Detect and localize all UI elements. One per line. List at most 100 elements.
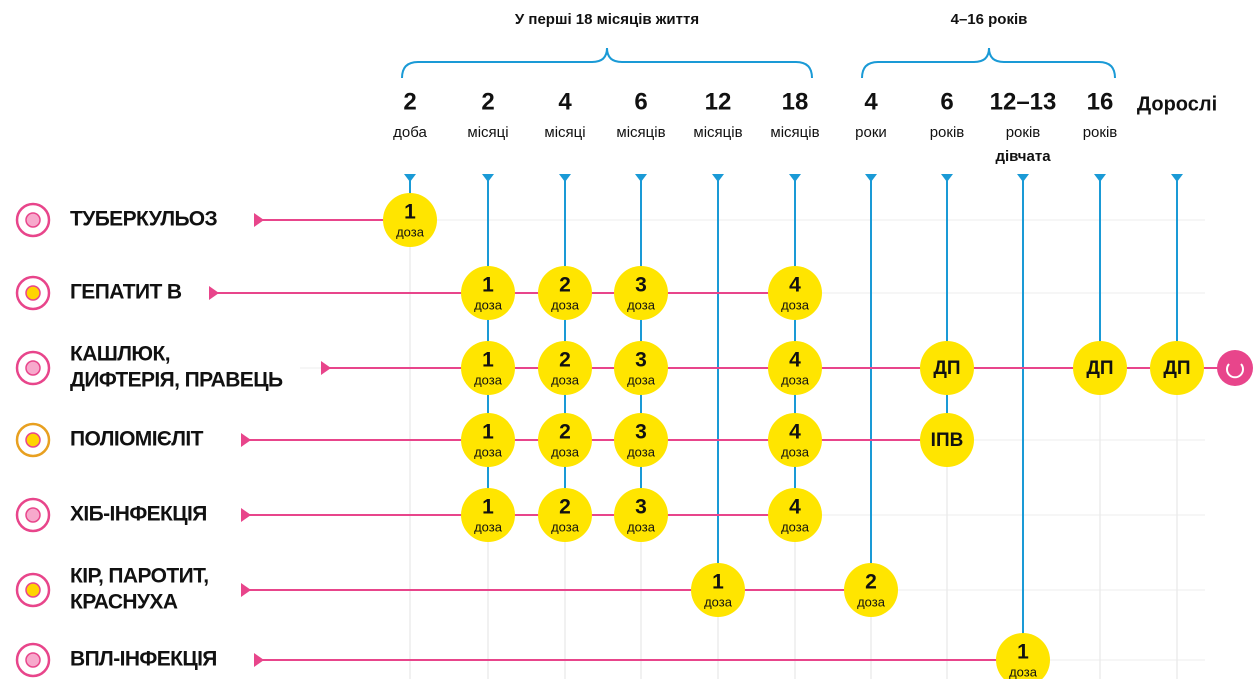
disease-name: ХІБ-ІНФЕКЦІЯ [70,503,207,526]
disease-icon [17,644,49,676]
column-marker [1171,174,1183,182]
disease-icon [17,499,49,531]
column-number: 4 [864,88,878,115]
dose-number: 1 [482,349,494,372]
dose-label: доза [781,444,810,459]
disease-icon [17,277,49,309]
dose-label: доза [474,297,503,312]
schedule-arrow [321,361,331,375]
column-marker [635,174,647,182]
column-number: Дорослі [1137,93,1217,115]
dose-number: 2 [559,274,571,297]
dose-number: 4 [789,496,801,519]
dose-number: 1 [482,274,494,297]
dose-number: 1 [404,201,416,224]
icon-core [26,286,40,300]
column-number: 4 [558,88,572,115]
column-unit: років [1083,124,1118,141]
column-marker [482,174,494,182]
icon-core [26,433,40,447]
column-number: 12–13 [990,88,1057,115]
schedule-arrow [209,286,219,300]
dose-number: 3 [635,274,647,297]
dose-label: доза [627,297,656,312]
schedule-arrow [254,213,264,227]
icon-core [26,213,40,227]
dose-label: ІПВ [931,430,964,451]
dose-number: 1 [482,496,494,519]
dose-number: 2 [559,349,571,372]
disease-name: ВПЛ-ІНФЕКЦІЯ [70,648,217,671]
dose-label: доза [551,372,580,387]
repeat-icon [1217,350,1253,386]
column-number: 12 [705,88,732,115]
schedule-arrow [241,508,251,522]
dose-label: доза [627,444,656,459]
dose-label: доза [551,519,580,534]
schedule-arrow [254,653,264,667]
dose-number: 3 [635,349,647,372]
dose-label: доза [704,594,733,609]
column-marker [941,174,953,182]
dose-number: 4 [789,349,801,372]
icon-core [26,653,40,667]
dose-label: доза [781,297,810,312]
dose-number: 1 [712,571,724,594]
dose-label: доза [627,372,656,387]
dose-label: доза [857,594,886,609]
dose-label: ДП [933,358,960,379]
column-number: 6 [940,88,953,115]
disease-name: ГЕПАТИТ В [70,281,182,304]
disease-name: КРАСНУХА [70,591,178,614]
dose-label: доза [551,297,580,312]
column-marker [1017,174,1029,182]
dose-label: доза [474,444,503,459]
dose-label: доза [627,519,656,534]
icon-core [26,583,40,597]
column-unit: місяців [693,124,742,141]
group-label: У перші 18 місяців життя [515,11,699,28]
schedule-arrow [241,433,251,447]
column-unit: років [1006,124,1041,141]
dose-number: 2 [559,421,571,444]
column-number: 18 [782,88,809,115]
column-number: 2 [481,88,494,115]
column-unit: місяці [544,124,585,141]
schedule-arrow [241,583,251,597]
column-unit: місяців [770,124,819,141]
column-number: 16 [1087,88,1114,115]
disease-icon [17,424,49,456]
icon-core [26,361,40,375]
group-label: 4–16 років [951,11,1028,28]
disease-name: КАШЛЮК, [70,343,170,366]
dose-label: доза [396,224,425,239]
column-unit: місяці [467,124,508,141]
disease-icon [17,204,49,236]
dose-label: доза [781,372,810,387]
column-unit: роки [855,124,887,141]
column-unit: місяців [616,124,665,141]
dose-number: 1 [1017,641,1029,664]
dose-label: доза [474,372,503,387]
column-marker [404,174,416,182]
dose-number: 1 [482,421,494,444]
vaccination-schedule: У перші 18 місяців життя4–16 років2доба2… [0,0,1256,679]
dose-number: 2 [559,496,571,519]
column-number: 6 [634,88,647,115]
disease-name: ДИФТЕРІЯ, ПРАВЕЦЬ [70,369,283,392]
disease-name: КІР, ПАРОТИТ, [70,565,208,588]
disease-icon [17,352,49,384]
dose-label: доза [1009,664,1038,679]
dose-number: 2 [865,571,877,594]
disease-icon [17,574,49,606]
column-marker [1094,174,1106,182]
disease-name: ПОЛІОМІЄЛІТ [70,428,204,451]
column-marker [712,174,724,182]
dose-label: ДП [1163,358,1190,379]
column-unit: років [930,124,965,141]
dose-number: 4 [789,421,801,444]
column-marker [865,174,877,182]
dose-number: 4 [789,274,801,297]
dose-number: 3 [635,496,647,519]
column-note: дівчата [995,148,1051,165]
